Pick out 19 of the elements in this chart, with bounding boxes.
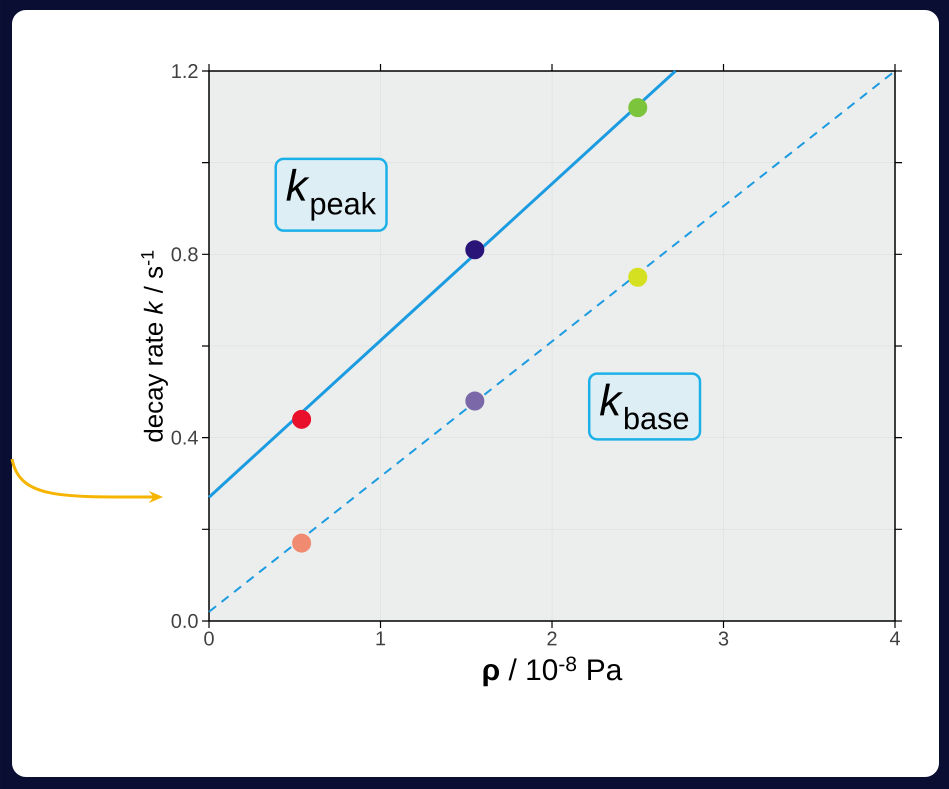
annotation: k$_{base}$ [600,384,688,430]
x-axis-title: ρ / 10$^{-8}$ Pa [483,656,622,686]
x-tick-label: 3 [718,632,728,646]
y-axis-title: decay rate k / s$^{-1}$ [141,250,168,442]
x-tick-label: 4 [890,632,900,646]
point [465,391,484,410]
point [628,268,648,287]
point [628,98,648,118]
y-tick-label: 0.0 [172,614,198,628]
annotation: k$_{peak}$ [286,168,376,221]
point [292,410,312,429]
point [465,240,484,260]
y-tick-label: 1.2 [172,64,198,78]
x-tick-label: 0 [204,632,214,646]
x-tick-label: 2 [547,632,557,646]
point [292,534,312,553]
y-tick-label: 0.4 [172,430,198,445]
y-tick-label: 0.8 [172,247,198,262]
x-tick-label: 1 [376,632,386,646]
